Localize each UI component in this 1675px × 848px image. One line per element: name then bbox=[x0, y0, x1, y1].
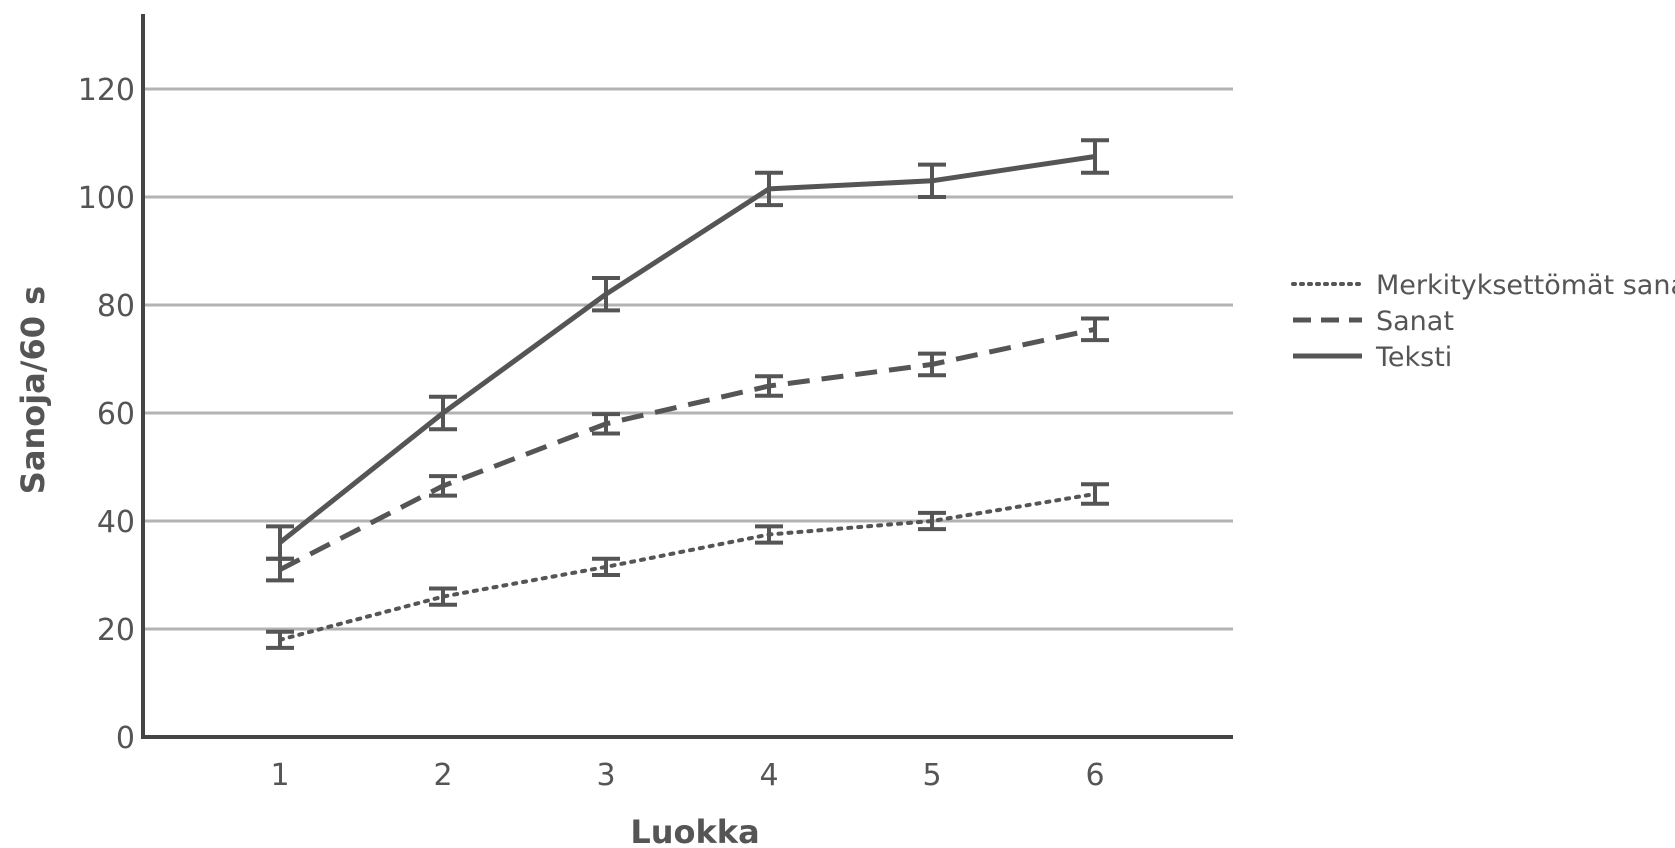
y-tick-label: 20 bbox=[97, 613, 135, 648]
error-bar bbox=[266, 524, 294, 561]
grid-lines bbox=[143, 87, 1233, 631]
legend-label: Sanat bbox=[1376, 306, 1454, 337]
series-line bbox=[278, 326, 1096, 572]
error-bar bbox=[918, 351, 946, 378]
error-bar bbox=[429, 394, 457, 432]
series-line bbox=[278, 492, 1097, 642]
error-bar bbox=[429, 474, 457, 498]
error-bar bbox=[592, 276, 620, 313]
y-tick-label: 80 bbox=[97, 289, 135, 324]
legend-label: Merkityksettömät sanat bbox=[1376, 270, 1675, 301]
x-tick-label: 3 bbox=[596, 758, 615, 793]
error-bar bbox=[918, 510, 946, 532]
series-group bbox=[266, 138, 1109, 650]
x-tick-label: 6 bbox=[1085, 758, 1104, 793]
error-bar bbox=[755, 170, 783, 208]
series-2 bbox=[266, 138, 1109, 561]
y-axis-title: Sanoja/60 s bbox=[14, 286, 52, 494]
x-tick-label: 2 bbox=[433, 758, 452, 793]
error-bar bbox=[1081, 482, 1109, 506]
error-bar bbox=[429, 586, 457, 607]
y-tick-labels: 0 20 40 60 80 100 120 bbox=[78, 73, 135, 756]
error-bar bbox=[592, 556, 620, 577]
error-bar bbox=[755, 374, 783, 398]
error-bar bbox=[755, 524, 783, 545]
y-tick-label: 0 bbox=[116, 721, 135, 756]
axes bbox=[141, 14, 1233, 739]
legend: Merkityksettömät sanat Sanat Teksti bbox=[1291, 270, 1675, 373]
y-tick-label: 40 bbox=[97, 505, 135, 540]
series-1 bbox=[266, 316, 1109, 583]
error-bar bbox=[1081, 138, 1109, 175]
error-bar bbox=[1081, 316, 1109, 343]
x-tick-label: 5 bbox=[922, 758, 941, 793]
y-tick-label: 120 bbox=[78, 73, 135, 108]
x-tick-label: 1 bbox=[270, 758, 289, 793]
legend-label: Teksti bbox=[1375, 342, 1452, 373]
x-tick-label: 4 bbox=[759, 758, 778, 793]
y-tick-label: 100 bbox=[78, 181, 135, 216]
x-axis-title: Luokka bbox=[630, 813, 759, 848]
error-bar bbox=[918, 162, 946, 199]
y-tick-label: 60 bbox=[97, 397, 135, 432]
x-tick-labels: 1 2 3 4 5 6 bbox=[270, 758, 1104, 793]
series-0 bbox=[266, 482, 1109, 650]
series-line bbox=[278, 154, 1096, 545]
error-bar bbox=[266, 629, 294, 650]
error-bar bbox=[592, 412, 620, 436]
